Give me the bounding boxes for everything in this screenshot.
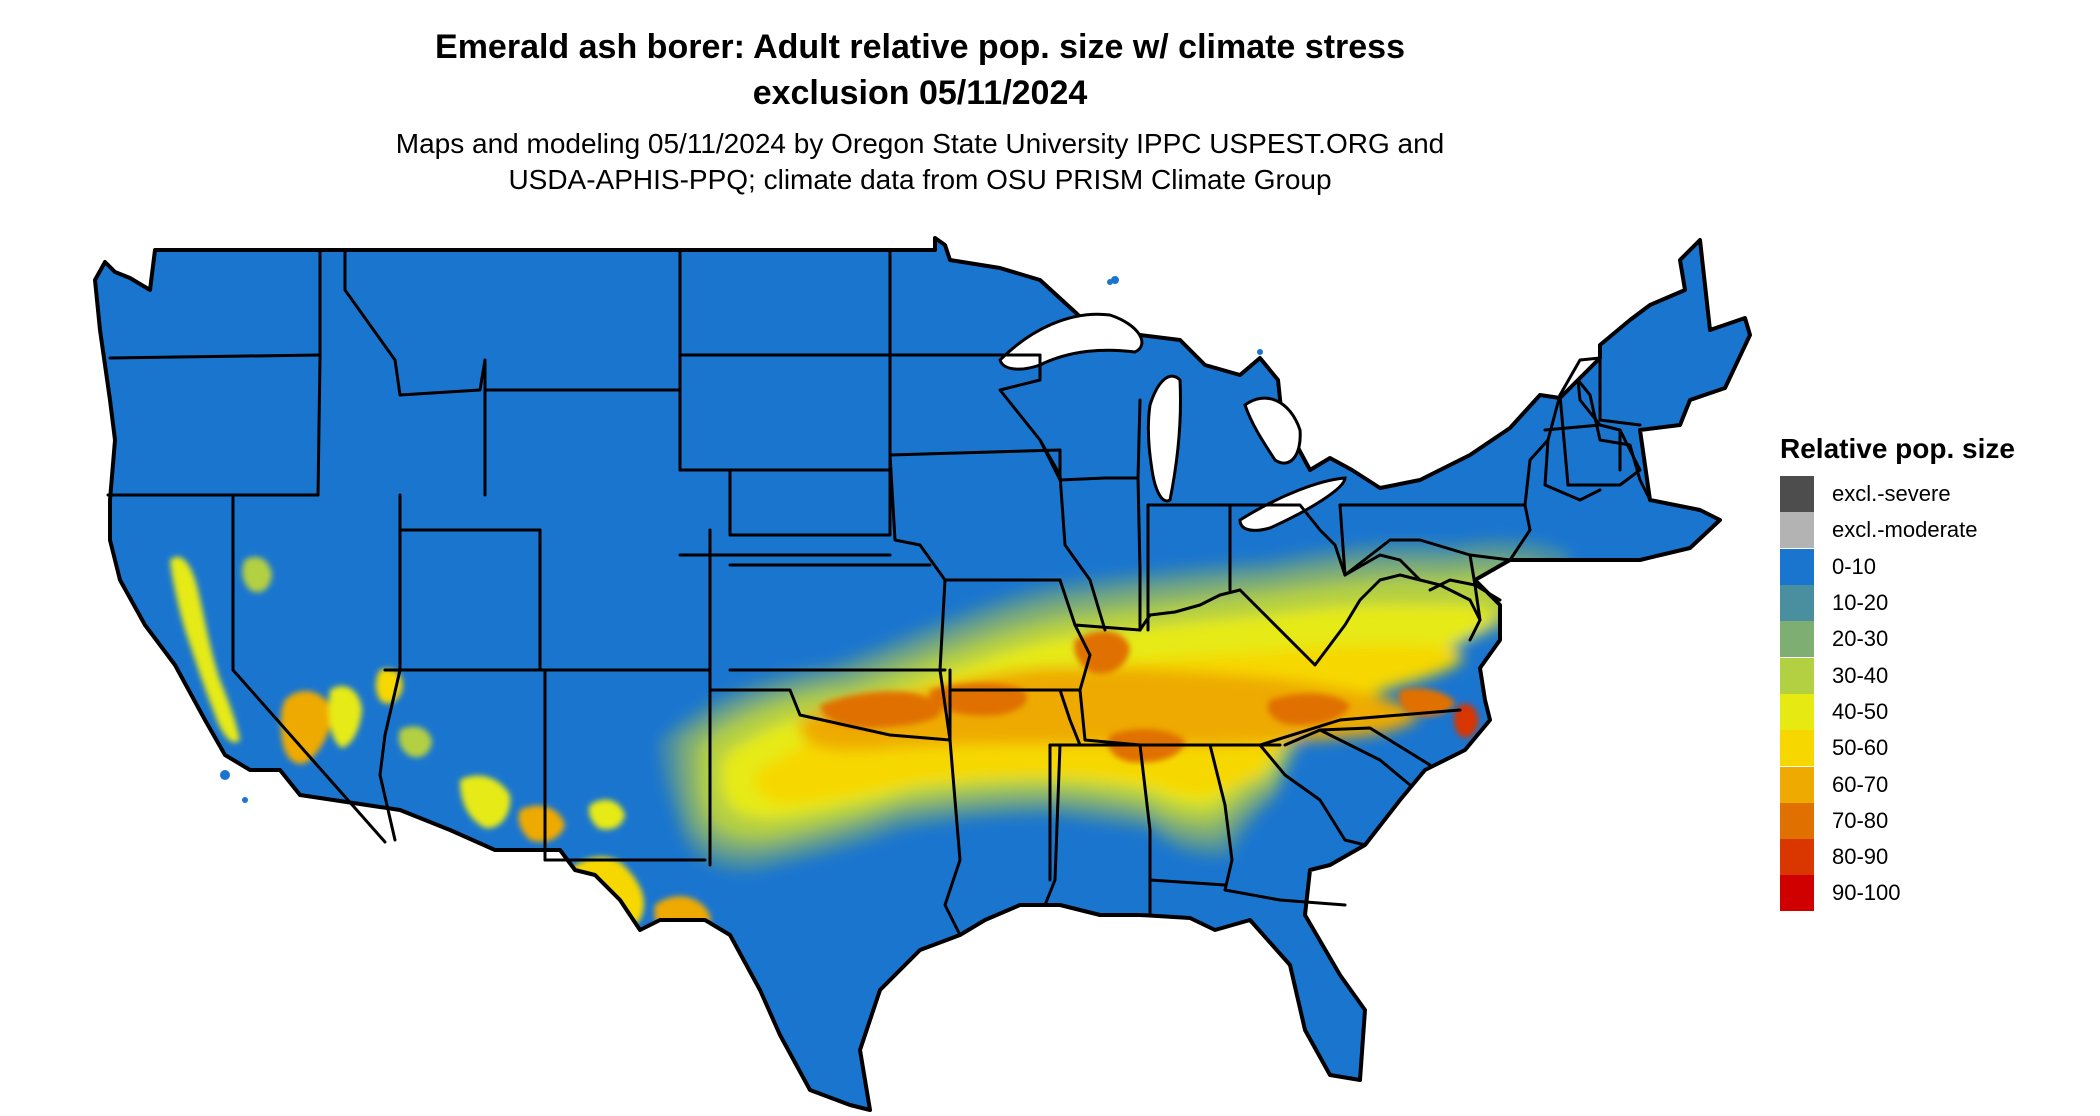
legend-item: 40-50 bbox=[1780, 693, 2080, 730]
legend-swatch bbox=[1780, 621, 1814, 658]
legend-label: excl.-moderate bbox=[1832, 517, 1978, 543]
legend-swatch bbox=[1780, 730, 1814, 767]
legend-item: 0-10 bbox=[1780, 548, 2080, 585]
map-subtitle: Maps and modeling 05/11/2024 by Oregon S… bbox=[0, 126, 1840, 198]
legend-title: Relative pop. size bbox=[1780, 433, 2015, 464]
legend-label: 70-80 bbox=[1832, 807, 1889, 833]
legend-label: 60-70 bbox=[1832, 771, 1889, 797]
legend-swatch bbox=[1780, 766, 1814, 803]
legend-item: excl.-severe bbox=[1780, 476, 2080, 513]
legend-label: 40-50 bbox=[1832, 698, 1889, 724]
legend-swatch bbox=[1780, 657, 1814, 694]
legend-label: 10-20 bbox=[1832, 590, 1889, 616]
legend-item: 60-70 bbox=[1780, 766, 2080, 803]
legend: Relative pop. size excl.-severe excl.-mod… bbox=[1780, 432, 2080, 912]
legend-label: 30-40 bbox=[1832, 662, 1889, 688]
map-subtitle-line-1: Maps and modeling 05/11/2024 by Oregon S… bbox=[395, 128, 1445, 159]
lake-michigan bbox=[1146, 374, 1183, 503]
map-title-line-1: Emerald ash borer: Adult relative pop. s… bbox=[435, 28, 1405, 66]
legend-swatch bbox=[1780, 875, 1814, 912]
coastal-islands bbox=[220, 276, 1653, 803]
legend-label: excl.-severe bbox=[1832, 481, 1951, 507]
legend-swatch bbox=[1780, 693, 1814, 730]
legend-swatch bbox=[1780, 585, 1814, 622]
map-title-line-2: exclusion 05/11/2024 bbox=[752, 74, 1088, 112]
legend-item: excl.-moderate bbox=[1780, 512, 2080, 549]
map-title: Emerald ash borer: Adult relative pop. s… bbox=[0, 24, 1840, 116]
legend-swatch bbox=[1780, 839, 1814, 876]
legend-items: excl.-severe excl.-moderate 0-10 10-20 20-30… bbox=[1780, 476, 2080, 912]
legend-item: 10-20 bbox=[1780, 585, 2080, 622]
legend-item: 20-30 bbox=[1780, 621, 2080, 658]
lake-huron bbox=[1243, 396, 1302, 465]
legend-swatch bbox=[1780, 802, 1814, 839]
legend-swatch bbox=[1780, 548, 1814, 585]
legend-item: 50-60 bbox=[1780, 730, 2080, 767]
state-boundaries bbox=[106, 248, 1652, 937]
legend-label: 80-90 bbox=[1832, 844, 1889, 870]
legend-item: 30-40 bbox=[1780, 657, 2080, 694]
legend-label: 20-30 bbox=[1832, 626, 1889, 652]
legend-item: 80-90 bbox=[1780, 839, 2080, 876]
legend-label: 0-10 bbox=[1832, 553, 1877, 579]
legend-swatch bbox=[1780, 512, 1814, 549]
map-subtitle-line-2: USDA-APHIS-PPQ; climate data from OSU PR… bbox=[508, 164, 1332, 195]
legend-label: 90-100 bbox=[1832, 880, 1901, 906]
legend-label: 50-60 bbox=[1832, 735, 1889, 761]
legend-item: 90-100 bbox=[1780, 875, 2080, 912]
legend-item: 70-80 bbox=[1780, 802, 2080, 839]
us-outline bbox=[93, 236, 1752, 1112]
legend-swatch bbox=[1780, 476, 1814, 513]
population-zones bbox=[170, 539, 1570, 949]
